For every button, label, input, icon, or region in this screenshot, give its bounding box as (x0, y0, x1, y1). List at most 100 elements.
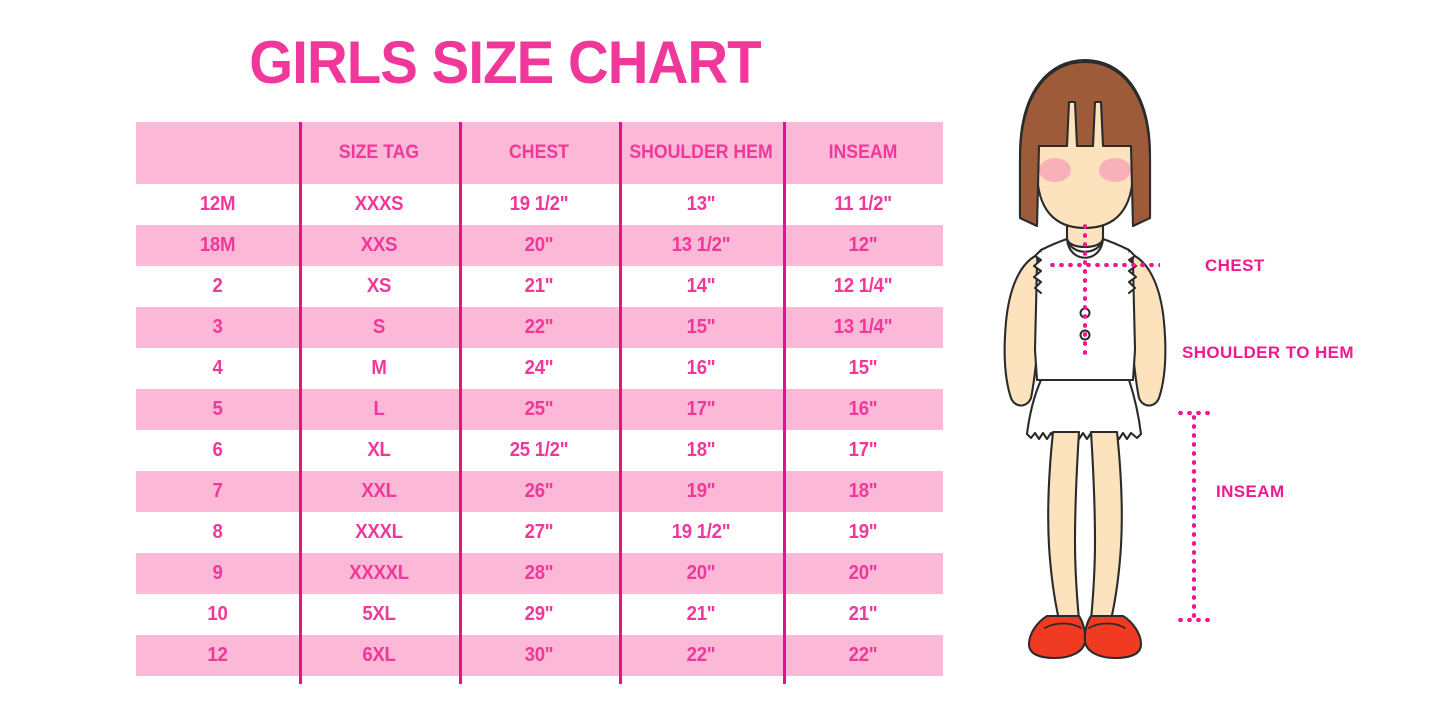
cell-inseam: 13 1/4" (833, 316, 893, 338)
cell-size-tag: XS (366, 275, 392, 297)
cell-size: 12M (199, 193, 236, 215)
cell-inseam: 19" (848, 521, 878, 543)
table-row: 7 XXL 26" 19" 18" (136, 471, 943, 512)
cell-chest: 25 1/2" (509, 439, 569, 461)
cell-chest: 20" (524, 234, 554, 256)
cell-shoulder-hem: 19 1/2" (671, 521, 731, 543)
cell-size: 4 (212, 357, 223, 379)
right-arm (1127, 253, 1167, 407)
column-divider-2 (459, 122, 462, 684)
cell-inseam: 18" (848, 480, 878, 502)
cell-size-tag: XXXS (354, 193, 404, 215)
left-leg (1047, 430, 1081, 622)
cell-inseam: 12" (848, 234, 878, 256)
cell-size-tag: L (373, 398, 385, 420)
table-body: 12M XXXS 19 1/2" 13" 11 1/2" 18M XXS 20" 13 1/2"… (136, 184, 943, 676)
label-shoulder-to-hem: SHOULDER TO HEM (1182, 343, 1354, 362)
inseam-guide-cap-top (1176, 411, 1210, 415)
right-leg (1089, 430, 1123, 622)
table-row: 10 5XL 29" 21" 21" (136, 594, 943, 635)
cell-chest: 27" (524, 521, 554, 543)
cell-size: 2 (212, 275, 223, 297)
cell-size: 10 (207, 603, 228, 625)
table-row: 8 XXXL 27" 19 1/2" 19" (136, 512, 943, 553)
cell-chest: 24" (524, 357, 554, 379)
column-header-chest: CHEST (509, 142, 569, 163)
cell-inseam: 12 1/4" (833, 275, 893, 297)
blush-right-icon (1099, 158, 1131, 182)
cell-size: 9 (212, 562, 223, 584)
skirt (1025, 378, 1143, 441)
cell-chest: 19 1/2" (509, 193, 569, 215)
table-row: 6 XL 25 1/2" 18" 17" (136, 430, 943, 471)
cell-inseam: 17" (848, 439, 878, 461)
table-header: SIZE TAG CHEST SHOULDER HEM INSEAM (136, 122, 943, 184)
cell-inseam: 15" (848, 357, 878, 379)
cell-chest: 29" (524, 603, 554, 625)
column-header-size-tag: SIZE TAG (338, 142, 420, 163)
cell-size-tag: 6XL (362, 644, 396, 666)
cell-chest: 30" (524, 644, 554, 666)
page-title: GIRLS SIZE CHART (249, 29, 761, 96)
table-row: 9 XXXXL 28" 20" 20" (136, 553, 943, 594)
cell-size: 7 (212, 480, 223, 502)
cell-inseam: 11 1/2" (834, 193, 892, 215)
cell-size-tag: XXS (360, 234, 398, 256)
cell-inseam: 22" (848, 644, 878, 666)
inseam-guide (1192, 413, 1196, 620)
cell-shoulder-hem: 14" (686, 275, 716, 297)
cell-inseam: 20" (848, 562, 878, 584)
table-row: 5 L 25" 17" 16" (136, 389, 943, 430)
cell-size-tag: XXXXL (349, 562, 409, 584)
column-divider-4 (783, 122, 786, 684)
cell-size-tag: M (371, 357, 387, 379)
cell-size: 6 (212, 439, 223, 461)
cell-inseam: 16" (848, 398, 878, 420)
cell-size: 3 (212, 316, 223, 338)
cell-chest: 28" (524, 562, 554, 584)
left-shoe-strap (1044, 622, 1082, 629)
table-row: 4 M 24" 16" 15" (136, 348, 943, 389)
column-header-inseam: INSEAM (828, 142, 898, 163)
table-row: 2 XS 21" 14" 12 1/4" (136, 266, 943, 307)
cell-size: 18M (199, 234, 236, 256)
cell-chest: 26" (524, 480, 554, 502)
table-row: 12 6XL 30" 22" 22" (136, 635, 943, 676)
column-header-size (142, 122, 294, 184)
size-table: SIZE TAG CHEST SHOULDER HEM INSEAM 12M XX… (136, 122, 943, 676)
column-divider-1 (299, 122, 302, 684)
chest-guide (1048, 263, 1160, 267)
cell-shoulder-hem: 20" (686, 562, 716, 584)
shoulder-to-hem-guide (1083, 222, 1087, 359)
cell-shoulder-hem: 16" (686, 357, 716, 379)
cell-size: 8 (212, 521, 223, 543)
size-table-container: SIZE TAG CHEST SHOULDER HEM INSEAM 12M XX… (136, 122, 943, 684)
shoulder-ruffle-right (1127, 248, 1138, 295)
label-inseam: INSEAM (1216, 482, 1285, 501)
cell-size: 5 (212, 398, 223, 420)
right-shoe (1083, 614, 1143, 660)
cell-shoulder-hem: 13 1/2" (671, 234, 731, 256)
cell-inseam: 21" (848, 603, 878, 625)
cell-size-tag: XXL (361, 480, 397, 502)
cell-shoulder-hem: 22" (686, 644, 716, 666)
cell-shoulder-hem: 17" (686, 398, 716, 420)
hair-front (1018, 60, 1152, 228)
cell-shoulder-hem: 18" (686, 439, 716, 461)
right-shoe-strap (1088, 622, 1126, 629)
girl-illustration (975, 50, 1235, 680)
blush-left-icon (1039, 158, 1071, 182)
cell-shoulder-hem: 15" (686, 316, 716, 338)
cell-shoulder-hem: 13" (686, 193, 716, 215)
cell-size: 12 (207, 644, 228, 666)
cell-chest: 25" (524, 398, 554, 420)
cell-shoulder-hem: 19" (686, 480, 716, 502)
left-arm (1003, 253, 1043, 407)
table-row: 12M XXXS 19 1/2" 13" 11 1/2" (136, 184, 943, 225)
shoulder-ruffle-left (1032, 248, 1043, 295)
cell-chest: 21" (524, 275, 554, 297)
table-row: 3 S 22" 15" 13 1/4" (136, 307, 943, 348)
label-chest: CHEST (1205, 256, 1265, 275)
cell-size-tag: XL (367, 439, 391, 461)
